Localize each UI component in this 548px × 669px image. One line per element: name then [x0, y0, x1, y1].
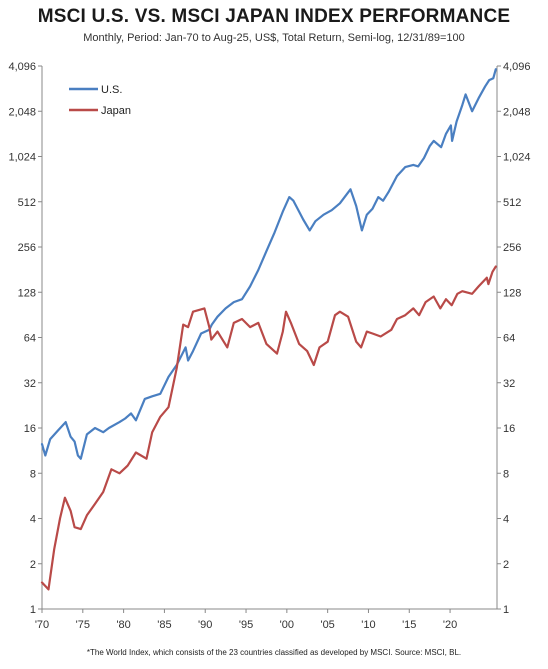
x-tick-label: '85	[157, 619, 171, 631]
x-axis: '70 '75 '80 '85 '90 '95 '00 '05 '10 '15 '20	[35, 609, 457, 631]
y-tick-label-left: 1	[30, 604, 36, 616]
y-tick-label-right: 4	[503, 514, 509, 526]
y-tick-label-right: 1	[503, 604, 509, 616]
y-tick-label-right: 4,096	[503, 61, 531, 73]
x-tick-label: '15	[402, 619, 416, 631]
x-tick-label: '70	[35, 619, 49, 631]
y-tick-label-right: 2	[503, 559, 509, 571]
y-tick-label-left: 2	[30, 559, 36, 571]
y-tick-label-right: 128	[503, 287, 521, 299]
y-axis-right: 1 2 4 8 16 32 64 128 256 512 1,024 2,048 4,096	[497, 61, 531, 616]
y-tick-label-right: 32	[503, 378, 515, 390]
y-tick-label-left: 256	[18, 242, 36, 254]
legend-label: Japan	[101, 105, 131, 117]
y-tick-label-left: 512	[18, 197, 36, 209]
series-line-u-s	[40, 68, 497, 460]
y-tick-label-left: 32	[24, 378, 36, 390]
x-tick-label: '80	[116, 619, 130, 631]
y-tick-label-right: 8	[503, 468, 509, 480]
y-tick-label-right: 64	[503, 333, 515, 345]
series-line-japan	[40, 265, 497, 591]
x-tick-label: '00	[280, 619, 294, 631]
y-tick-label-left: 4	[30, 514, 36, 526]
x-tick-label: '95	[239, 619, 253, 631]
y-tick-label-right: 256	[503, 242, 521, 254]
y-axis-left: 1 2 4 8 16 32 64 128 256 512 1,024 2,048 4,096	[8, 61, 42, 616]
y-tick-label-right: 512	[503, 197, 521, 209]
y-tick-label-left: 16	[24, 423, 36, 435]
series-lines	[40, 68, 497, 591]
chart-title: MSCI U.S. VS. MSCI JAPAN INDEX PERFORMAN…	[37, 6, 511, 27]
y-tick-label-left: 1,024	[8, 152, 36, 164]
y-tick-label-left: 4,096	[8, 61, 36, 73]
x-tick-label: '90	[198, 619, 212, 631]
y-tick-label-left: 64	[24, 333, 36, 345]
legend: U.S. Japan	[69, 84, 131, 117]
y-tick-label-right: 16	[503, 423, 515, 435]
y-tick-label-right: 1,024	[503, 152, 531, 164]
legend-label: U.S.	[101, 84, 122, 96]
y-tick-label-left: 128	[18, 287, 36, 299]
y-tick-label-left: 2,048	[8, 106, 36, 118]
x-tick-label: '05	[320, 619, 334, 631]
x-tick-label: '20	[443, 619, 457, 631]
x-tick-label: '10	[361, 619, 375, 631]
footnote: *The World Index, which consists of the …	[86, 648, 462, 657]
chart-subtitle: Monthly, Period: Jan-70 to Aug-25, US$, …	[83, 32, 465, 44]
y-tick-label-left: 8	[30, 468, 36, 480]
x-tick-label: '75	[76, 619, 90, 631]
y-tick-label-right: 2,048	[503, 106, 531, 118]
